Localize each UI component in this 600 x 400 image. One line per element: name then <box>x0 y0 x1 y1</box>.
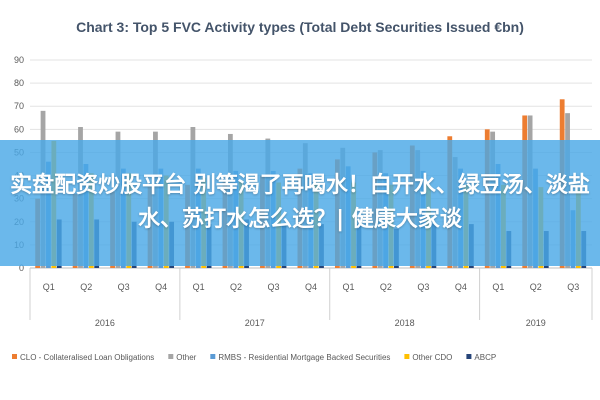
legend-label: Other <box>176 353 196 362</box>
legend-swatch <box>404 354 410 359</box>
x-tick-label: Q2 <box>530 282 542 292</box>
overlay-banner-text: 实盘配资炒股平台 别等渴了再喝水！白开水、绿豆汤、淡盐水、苏打水怎么选？| 健康… <box>10 173 590 232</box>
x-tick-label: Q3 <box>268 282 280 292</box>
year-label: 2017 <box>245 318 265 328</box>
year-label: 2019 <box>526 318 546 328</box>
x-tick-label: Q2 <box>80 282 92 292</box>
legend-swatch <box>12 354 17 359</box>
legend-swatch <box>168 354 174 359</box>
legend-label: RMBS - Residential Mortgage Backed Secur… <box>218 353 390 362</box>
legend-swatch <box>466 354 472 359</box>
y-tick-label: 0 <box>19 263 24 273</box>
legend-label: ABCP <box>474 353 496 362</box>
x-tick-label: Q1 <box>43 282 55 292</box>
legend: CLO - Collateralised Loan Obligations Oth… <box>12 353 496 362</box>
x-tick-label: Q1 <box>193 282 205 292</box>
y-tick-label: 80 <box>14 78 24 88</box>
x-axis: Q1 Q2 Q3 Q4 Q1 Q2 Q3 Q4 Q1 Q2 Q3 Q4 Q1 Q2 Q3 2016 2017 20… <box>29 268 593 328</box>
y-tick-label: 90 <box>14 55 24 65</box>
x-tick-label: Q4 <box>455 282 467 292</box>
y-tick-label: 70 <box>14 101 24 111</box>
x-tick-label: Q2 <box>230 282 242 292</box>
legend-swatch <box>210 354 216 359</box>
year-label: 2016 <box>95 318 115 328</box>
chart-title: Chart 3: Top 5 FVC Activity types (Total… <box>76 19 524 35</box>
x-tick-label: Q3 <box>567 282 579 292</box>
x-tick-label: Q3 <box>118 282 130 292</box>
x-tick-label: Q4 <box>305 282 317 292</box>
x-tick-label: Q1 <box>492 282 504 292</box>
legend-label: CLO - Collateralised Loan Obligations <box>20 353 154 362</box>
x-tick-label: Q1 <box>342 282 354 292</box>
legend-label: Other CDO <box>412 353 452 362</box>
x-tick-label: Q3 <box>417 282 429 292</box>
year-label: 2018 <box>395 318 415 328</box>
x-tick-label: Q4 <box>155 282 167 292</box>
x-tick-label: Q2 <box>380 282 392 292</box>
y-tick-label: 60 <box>14 124 24 134</box>
overlay-banner[interactable]: 实盘配资炒股平台 别等渴了再喝水！白开水、绿豆汤、淡盐水、苏打水怎么选？| 健康… <box>0 140 600 266</box>
